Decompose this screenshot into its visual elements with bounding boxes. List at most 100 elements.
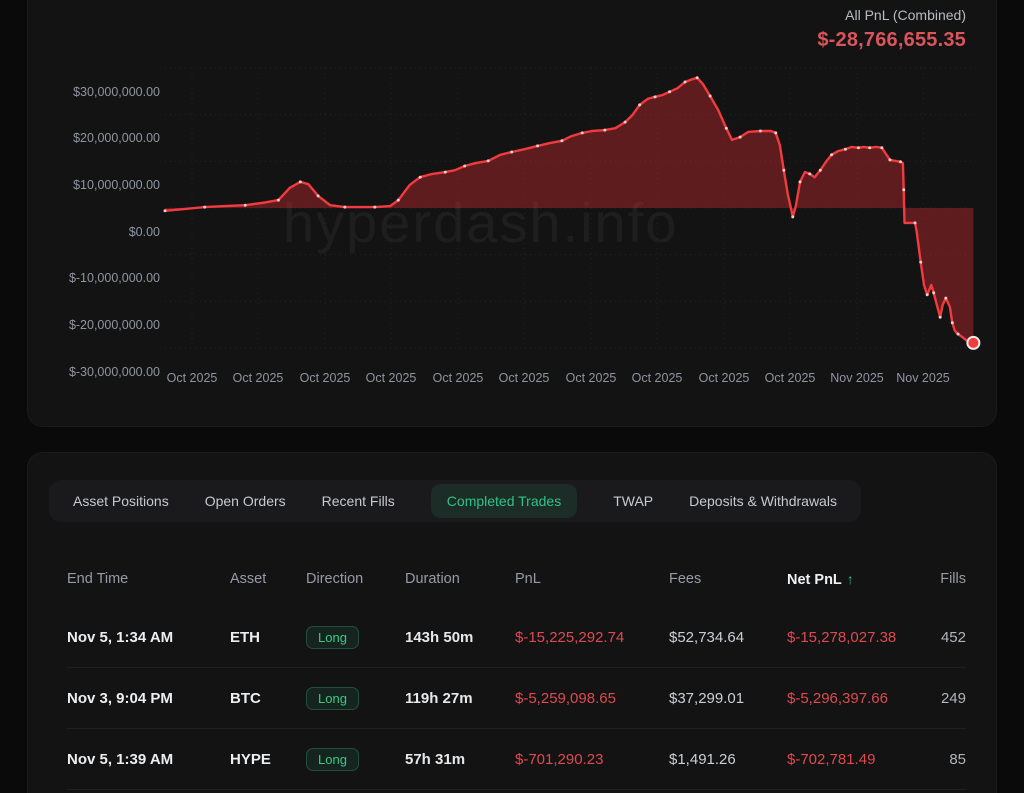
data-point-dot (856, 146, 860, 150)
y-tick-label: $10,000,000.00 (73, 177, 160, 192)
column-header-pnl[interactable]: PnL (515, 571, 541, 587)
y-tick-label: $0.00 (128, 224, 160, 239)
cell-direction: Long (306, 747, 405, 771)
data-point-dot (443, 170, 447, 174)
data-point-dot (932, 291, 936, 295)
data-point-dot (510, 150, 514, 154)
data-point-dot (880, 146, 884, 150)
column-header-net_pnl[interactable]: Net PnL ↑ (787, 570, 854, 588)
data-point-dot (668, 90, 672, 94)
x-tick-label: Oct 2025 (565, 371, 617, 385)
tab-asset-positions[interactable]: Asset Positions (73, 493, 169, 509)
trade-row-hype: Nov 5, 1:39 AM HYPE Long 57h 31m $-701,290.2… (67, 729, 966, 790)
x-tick-label: Oct 2025 (764, 371, 816, 385)
data-point-dot (276, 198, 280, 202)
cell-fees: $1,491.26 (669, 750, 736, 768)
trade-row-eth: Nov 5, 1:34 AM ETH Long 143h 50m $-15,225,29… (67, 607, 966, 668)
table-header-row: End Time Asset Direction Duration PnL Fees Net… (67, 551, 966, 607)
data-point-dot (888, 158, 892, 162)
pnl-line (163, 76, 975, 345)
y-tick-label: $20,000,000.00 (73, 131, 160, 146)
tab-recent-fills[interactable]: Recent Fills (321, 493, 395, 509)
completed-trades-table: End Time Asset Direction Duration PnL Fees Net… (67, 551, 966, 790)
data-point-dot (463, 164, 467, 168)
cell-direction: Long (306, 625, 405, 649)
data-point-dot (243, 203, 247, 207)
x-tick-label: Oct 2025 (631, 371, 683, 385)
x-tick-label: Oct 2025 (166, 371, 218, 385)
direction-badge-long: Long (306, 747, 359, 771)
data-point-dot (774, 131, 778, 135)
data-point-dot (956, 332, 960, 336)
data-point-dot (791, 215, 795, 219)
x-tick-label: Nov 2025 (830, 371, 884, 385)
data-point-dot (830, 153, 834, 157)
last-point-marker (966, 335, 981, 350)
tab-open-orders[interactable]: Open Orders (204, 493, 286, 509)
column-header-fills[interactable]: Fills (940, 571, 966, 587)
pnl-chart-card (27, 0, 997, 427)
data-point-dot (758, 129, 762, 133)
data-point-dot (623, 120, 627, 124)
data-point-dot (343, 205, 347, 209)
cell-asset: HYPE (230, 750, 271, 768)
cell-fills: 85 (949, 750, 966, 768)
data-point-dot (798, 180, 802, 184)
column-header-asset[interactable]: Asset (230, 571, 267, 587)
data-point-dot (944, 296, 948, 300)
data-point-dot (695, 76, 699, 80)
direction-badge-long: Long (306, 625, 359, 649)
cell-duration: 57h 31m (405, 750, 466, 768)
cell-direction: Long (306, 686, 405, 710)
tab-twap[interactable]: TWAP (613, 493, 654, 509)
data-point-dot (898, 160, 902, 164)
cell-duration: 143h 50m (405, 628, 474, 646)
cell-end_time: Nov 3, 9:04 PM (67, 689, 173, 707)
tab-completed-trades[interactable]: Completed Trades (430, 484, 578, 518)
pnl-summary-value: $-28,766,655.35 (817, 29, 966, 51)
cell-end_time: Nov 5, 1:39 AM (67, 750, 174, 768)
cell-fills: 452 (940, 628, 966, 646)
x-tick-label: Oct 2025 (498, 371, 550, 385)
trades-table-card: Asset Positions Open Orders Recent Fills Co… (27, 452, 997, 793)
x-tick-label: Oct 2025 (698, 371, 750, 385)
x-tick-label: Oct 2025 (432, 371, 484, 385)
data-point-dot (560, 139, 564, 143)
cell-net_pnl: $-15,278,027.38 (787, 628, 897, 646)
data-point-dot (938, 315, 942, 319)
data-point-dot (818, 168, 822, 172)
section-tabbar: Asset Positions Open Orders Recent Fills Co… (49, 480, 861, 522)
y-tick-label: $-20,000,000.00 (68, 317, 160, 332)
data-point-dot (708, 94, 712, 98)
pnl-area-fill (165, 77, 974, 343)
cell-fills: 249 (940, 689, 966, 707)
tab-deposits-withdrawals[interactable]: Deposits & Withdrawals (689, 493, 837, 509)
column-header-end_time[interactable]: End Time (67, 571, 129, 587)
data-point-dot (868, 146, 872, 150)
data-point-dot (298, 180, 302, 184)
column-header-direction[interactable]: Direction (306, 571, 364, 587)
data-point-dot (580, 131, 584, 135)
pnl-area-chart[interactable] (27, 0, 997, 430)
column-header-duration[interactable]: Duration (405, 571, 460, 587)
cell-fees: $37,299.01 (669, 689, 745, 707)
data-point-dot (925, 293, 929, 297)
column-header-fees[interactable]: Fees (669, 571, 702, 587)
trade-row-btc: Nov 3, 9:04 PM BTC Long 119h 27m $-5,259,098… (67, 668, 966, 729)
y-tick-label: $30,000,000.00 (73, 84, 160, 99)
data-point-dot (782, 168, 786, 172)
data-point-dot (603, 128, 607, 132)
cell-pnl: $-701,290.23 (515, 750, 604, 768)
data-point-dot (316, 194, 320, 198)
data-point-dot (203, 205, 207, 209)
cell-pnl: $-15,225,292.74 (515, 628, 625, 646)
data-point-dot (638, 103, 642, 107)
sort-asc-icon: ↑ (846, 570, 854, 587)
x-tick-label: Oct 2025 (232, 371, 284, 385)
x-tick-label: Nov 2025 (896, 371, 950, 385)
data-point-dot (919, 260, 923, 264)
x-tick-label: Oct 2025 (299, 371, 351, 385)
data-point-dot (396, 198, 400, 202)
data-point-dot (373, 205, 377, 209)
